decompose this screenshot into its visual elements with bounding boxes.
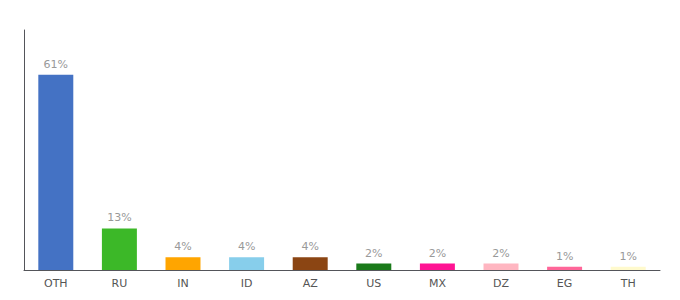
svg-text:AZ: AZ [303,277,319,290]
svg-text:2%: 2% [429,247,446,260]
svg-text:IN: IN [177,277,188,290]
svg-text:2%: 2% [365,247,382,260]
svg-text:MX: MX [429,277,446,290]
svg-text:13%: 13% [107,211,131,224]
svg-text:4%: 4% [301,240,318,253]
svg-text:DZ: DZ [493,277,509,290]
svg-text:TH: TH [620,277,636,290]
svg-text:OTH: OTH [44,277,68,290]
svg-text:61%: 61% [44,58,68,71]
svg-text:1%: 1% [556,250,573,263]
svg-text:RU: RU [112,277,128,290]
svg-text:EG: EG [557,277,572,290]
svg-text:ID: ID [241,277,253,290]
svg-text:1%: 1% [619,250,636,263]
svg-text:4%: 4% [174,240,191,253]
svg-text:US: US [366,277,381,290]
svg-text:4%: 4% [238,240,255,253]
svg-text:2%: 2% [492,247,509,260]
